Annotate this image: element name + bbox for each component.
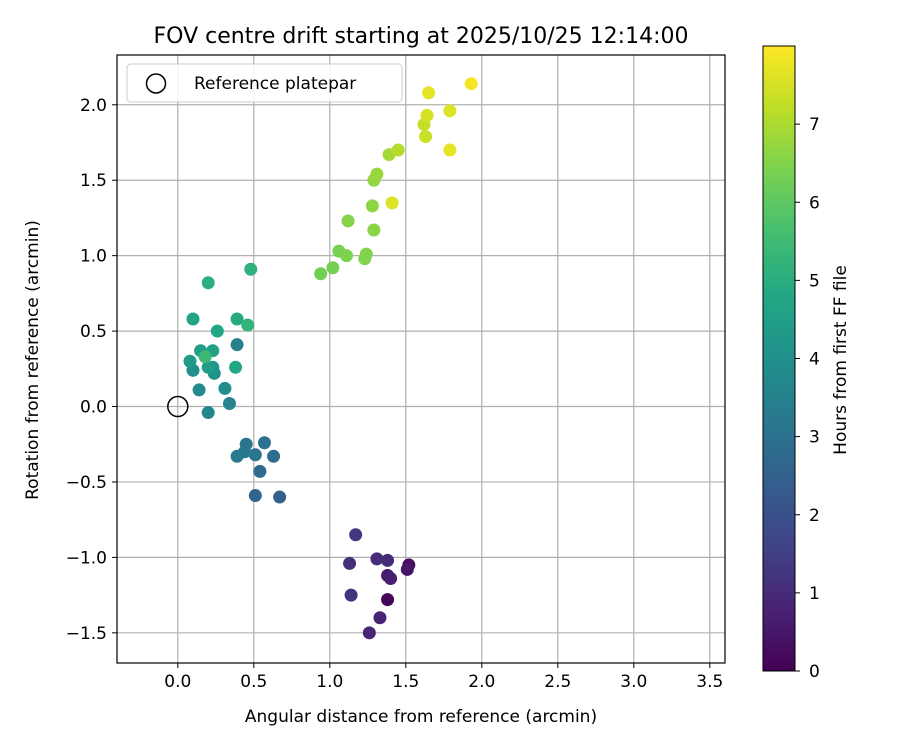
data-point [419, 129, 433, 143]
data-point [201, 360, 215, 374]
data-point [443, 143, 457, 157]
data-point [267, 449, 281, 463]
data-point [370, 167, 384, 181]
x-tick-label: 1.0 [316, 672, 343, 692]
data-point [222, 397, 236, 411]
data-point [370, 552, 384, 566]
y-tick-label: 0.5 [80, 322, 107, 342]
data-point [230, 449, 244, 463]
chart-title: FOV centre drift starting at 2025/10/25 … [154, 24, 689, 49]
data-point [314, 267, 328, 281]
data-point [229, 360, 243, 374]
data-point [326, 261, 340, 275]
x-tick-label: 0.0 [164, 672, 191, 692]
data-point [183, 354, 197, 368]
data-point [391, 143, 405, 157]
legend-reference-marker [145, 73, 167, 94]
data-point [362, 626, 376, 640]
colorbar-label: Hours from first FF file [831, 265, 851, 455]
legend-box [126, 63, 403, 103]
y-tick-label: −0.5 [66, 473, 107, 493]
x-axis-label: Angular distance from reference (arcmin) [245, 707, 597, 727]
data-point [210, 324, 224, 338]
y-tick-label: 1.0 [80, 247, 107, 267]
data-point [198, 350, 212, 364]
y-tick-label: −1.0 [66, 548, 107, 568]
data-point [218, 381, 232, 395]
colorbar-ticks: 0 1 2 3 4 5 6 7 [795, 115, 820, 682]
data-point [186, 312, 200, 326]
y-tick-label: 0.0 [80, 398, 107, 418]
grid [117, 55, 725, 663]
data-point [230, 338, 244, 352]
data-point [201, 406, 215, 420]
data-point [373, 611, 387, 625]
data-point [365, 199, 379, 213]
y-axis-label: Rotation from reference (arcmin) [23, 220, 43, 500]
data-point [385, 196, 399, 210]
colorbar-tick-label: 2 [809, 506, 820, 526]
colorbar-tick-label: 4 [809, 350, 820, 370]
x-tick-label: 3.0 [620, 672, 647, 692]
plot-frame [116, 54, 726, 664]
scatter-points [183, 77, 478, 640]
reference-marker-group [167, 395, 189, 418]
data-point [422, 86, 436, 100]
x-tick-label: 1.5 [392, 672, 419, 692]
data-point [343, 556, 357, 570]
data-point [400, 562, 414, 576]
data-point [381, 553, 395, 567]
data-point [248, 489, 262, 503]
colorbar-tick-label: 0 [809, 662, 820, 682]
y-tick-label: 2.0 [80, 96, 107, 116]
y-tick-label: −1.5 [66, 624, 107, 644]
y-tick-label: 1.5 [80, 171, 107, 191]
colorbar-tick-label: 5 [809, 271, 820, 291]
data-point [192, 383, 206, 397]
data-point [349, 528, 363, 542]
reference-platepar-marker [167, 395, 189, 418]
data-point [367, 223, 381, 237]
colorbar-gradient [762, 45, 796, 672]
colorbar-tick-label: 1 [809, 584, 820, 604]
colorbar-tick-label: 3 [809, 428, 820, 448]
x-tick-label: 0.5 [240, 672, 267, 692]
colorbar-tick-label: 6 [809, 193, 820, 213]
data-point [244, 262, 258, 276]
data-point [248, 448, 262, 462]
data-point [344, 588, 358, 602]
data-point [201, 276, 215, 290]
data-point [341, 214, 355, 228]
data-point [273, 490, 287, 504]
data-point [340, 249, 354, 263]
data-point [359, 247, 373, 261]
x-tick-label: 2.5 [544, 672, 571, 692]
legend-label: Reference platepar [194, 74, 356, 94]
axes: 0.0 0.5 1.0 1.5 2.0 2.5 3.0 3.5 −1.5 −1.0 −0.5 0.0 0… [66, 54, 726, 692]
x-tick-label: 3.5 [696, 672, 723, 692]
data-point [253, 464, 267, 478]
legend: Reference platepar [126, 63, 403, 103]
data-point [420, 108, 434, 122]
data-point [384, 572, 398, 586]
data-point [381, 593, 395, 607]
data-point [230, 312, 244, 326]
colorbar: 0 1 2 3 4 5 6 7 Hours from first FF file [762, 45, 851, 682]
data-point [241, 318, 255, 332]
colorbar-tick-label: 7 [809, 115, 820, 135]
data-point [257, 436, 271, 450]
x-tick-label: 2.0 [468, 672, 495, 692]
data-point [464, 77, 478, 91]
data-point [443, 104, 457, 118]
